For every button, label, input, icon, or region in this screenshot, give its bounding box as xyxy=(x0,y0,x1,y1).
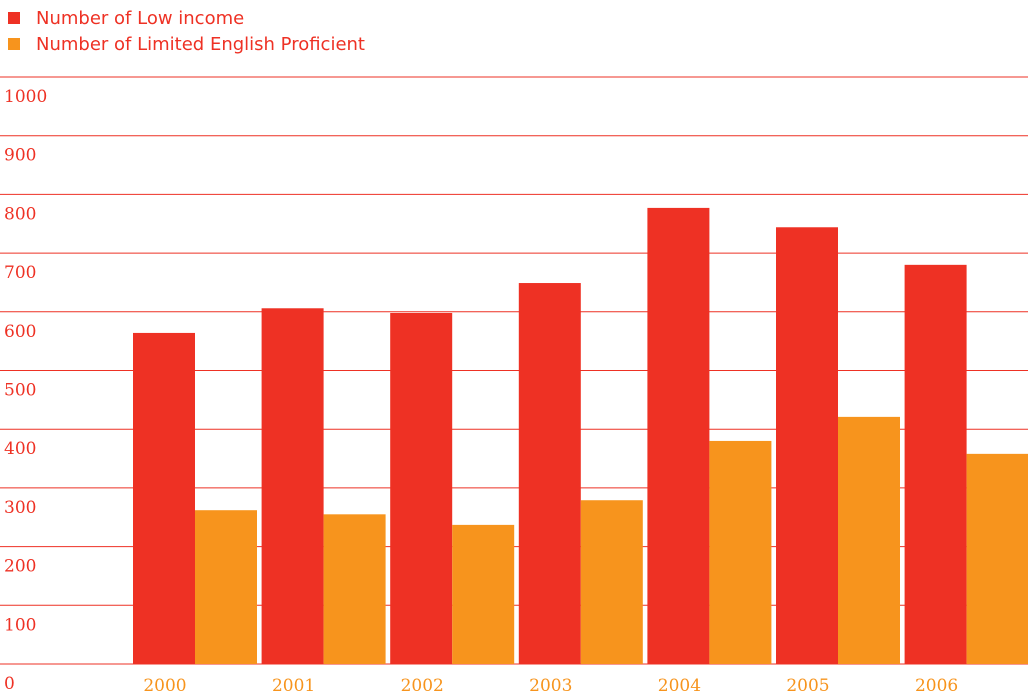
bar-low-income-2003 xyxy=(518,283,581,664)
legend-label-low-income: Number of Low income xyxy=(36,7,245,29)
y-tick-label: 0 xyxy=(4,674,15,692)
y-tick-label: 400 xyxy=(4,439,36,459)
x-tick-label: 2000 xyxy=(143,676,186,692)
bar-low-income-2004 xyxy=(647,207,710,664)
y-tick-label: 600 xyxy=(4,322,36,342)
y-tick-label: 200 xyxy=(4,557,36,577)
bar-series xyxy=(133,207,1028,664)
bar-low-income-2001 xyxy=(261,308,324,664)
legend-item-low-income: Number of Low income xyxy=(8,7,245,29)
y-axis-ticks: 0 100 200 300 400 500 600 700 800 900 1000 xyxy=(4,87,47,692)
x-tick-label: 2005 xyxy=(786,676,829,692)
y-tick-label: 1000 xyxy=(4,87,47,107)
x-tick-label: 2003 xyxy=(529,676,572,692)
x-tick-label: 2001 xyxy=(272,676,315,692)
bar-low-income-2000 xyxy=(133,332,195,664)
bar-low-income-2005 xyxy=(776,227,838,664)
legend-item-lep: Number of Limited English Proficient xyxy=(8,33,365,55)
bar-lep-2005 xyxy=(838,416,900,664)
y-tick-label: 100 xyxy=(4,615,36,635)
legend-swatch-lep xyxy=(8,38,20,50)
x-tick-label: 2004 xyxy=(658,676,701,692)
bar-lep-2002 xyxy=(452,524,515,664)
bar-lep-2003 xyxy=(580,500,643,664)
bar-lep-2000 xyxy=(195,510,257,664)
legend-label-lep: Number of Limited English Proficient xyxy=(36,33,365,55)
chart-legend: Number of Low income Number of Limited E… xyxy=(0,0,1028,60)
bar-lep-2006 xyxy=(966,453,1028,664)
y-tick-label: 300 xyxy=(4,498,36,518)
y-tick-label: 700 xyxy=(4,263,36,283)
bar-low-income-2002 xyxy=(390,312,453,664)
x-tick-label: 2002 xyxy=(401,676,444,692)
bar-low-income-2006 xyxy=(904,264,967,664)
x-tick-label: 2006 xyxy=(915,676,958,692)
legend-swatch-low-income xyxy=(8,12,20,24)
y-tick-label: 900 xyxy=(4,146,36,166)
bar-lep-2004 xyxy=(709,440,772,664)
bar-lep-2001 xyxy=(323,514,386,664)
y-tick-label: 800 xyxy=(4,204,36,224)
x-axis-ticks: 2000 2001 2002 2003 2004 2005 2006 xyxy=(143,676,958,692)
y-tick-label: 500 xyxy=(4,381,36,401)
